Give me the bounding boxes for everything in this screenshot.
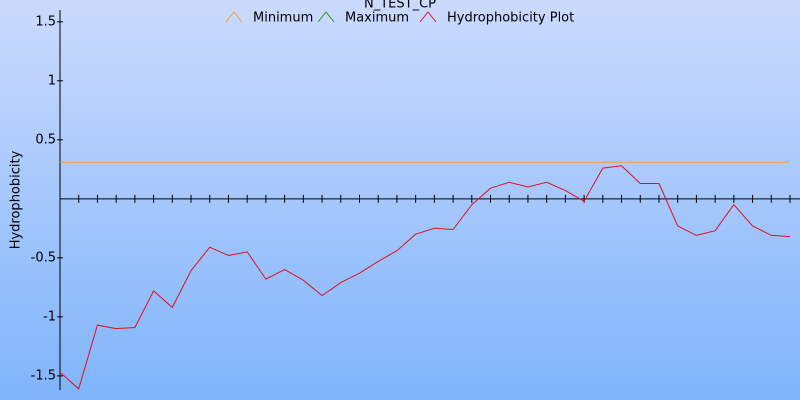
- y-tick-label: 0.5: [35, 132, 56, 147]
- y-tick-label: 1.5: [35, 14, 56, 29]
- y-tick-label: -1: [43, 309, 56, 324]
- legend-label: Maximum: [345, 11, 409, 26]
- y-axis-label: Hydrophobicity: [9, 150, 24, 249]
- legend-icon: [225, 11, 243, 23]
- series-line: [59, 165, 791, 390]
- legend-label: Minimum: [253, 11, 313, 26]
- legend-label: Hydrophobicity Plot: [447, 11, 574, 26]
- legend-icon: [317, 11, 335, 23]
- chart-title: N_TEST_CP: [364, 0, 436, 12]
- y-tick-label: -1.5: [31, 368, 56, 383]
- y-tick-label: 1: [48, 73, 56, 88]
- legend-icon: [419, 11, 437, 23]
- y-tick-label: -0.5: [31, 250, 56, 265]
